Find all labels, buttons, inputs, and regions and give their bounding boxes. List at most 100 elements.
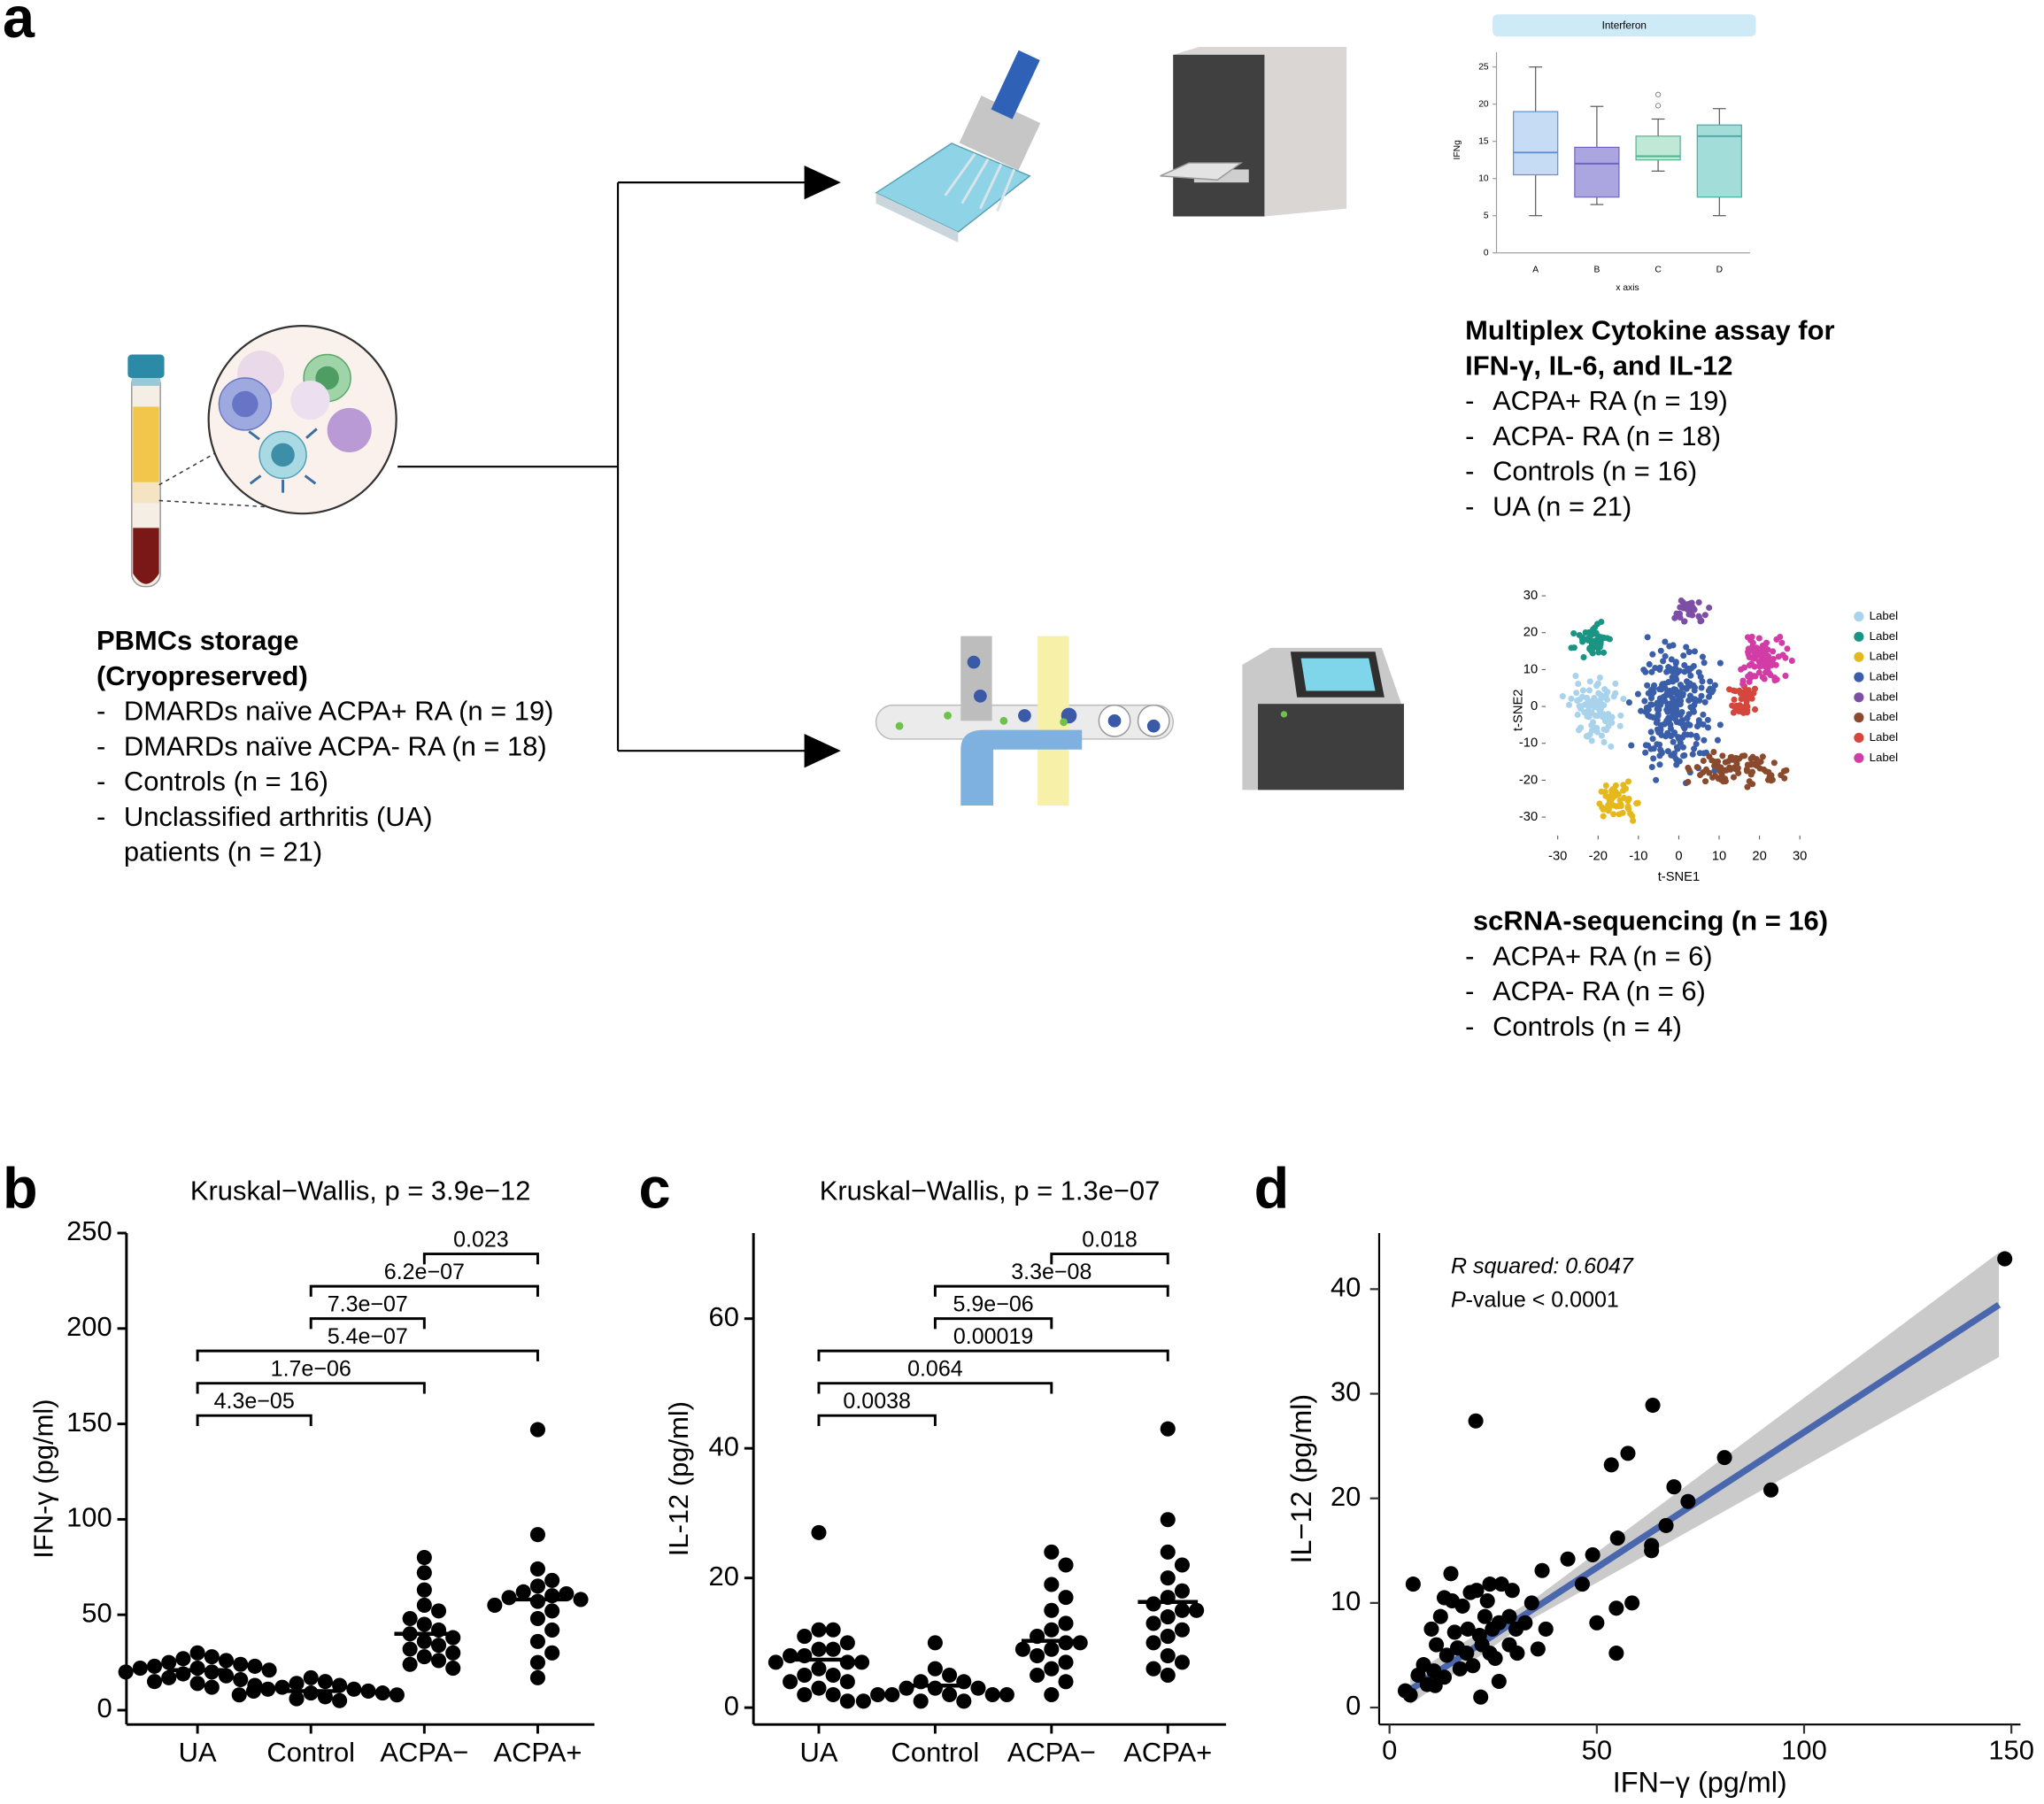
x-tick-label: UA: [799, 1737, 837, 1768]
tsne-dot: [1670, 729, 1678, 736]
p-value-label: 6.2e−07: [384, 1260, 465, 1284]
data-point: [1044, 1641, 1060, 1657]
data-point: [884, 1686, 900, 1703]
tsne-dot: [1684, 731, 1691, 738]
data-point: [233, 1656, 249, 1672]
data-point: [1058, 1557, 1074, 1573]
y-tick-label: 30: [1331, 1376, 1361, 1407]
p-value-label: 4.3e−05: [214, 1389, 295, 1414]
tsne-dot: [1759, 753, 1766, 760]
legend-swatch: [1854, 631, 1864, 642]
data-point: [118, 1664, 134, 1680]
data-point: [1508, 1621, 1524, 1637]
y-tick-label: 250: [66, 1215, 112, 1246]
data-point: [1997, 1251, 2013, 1267]
data-point: [231, 1687, 247, 1703]
x-tick-label: UA: [179, 1737, 217, 1768]
list-item: DMARDs naïve ACPA+ RA (n = 19): [124, 696, 554, 727]
chart-title: Interferon: [1602, 20, 1647, 32]
data-point: [1189, 1602, 1205, 1618]
tsne-dot: [1588, 737, 1595, 744]
data-point: [1174, 1602, 1190, 1618]
tsne-dot: [1691, 687, 1698, 694]
tsne-dot: [1705, 693, 1713, 700]
tsne-dot: [1662, 733, 1670, 740]
tsne-dot: [1677, 604, 1684, 611]
tsne-dot: [1751, 663, 1758, 670]
tsne-dot: [1687, 704, 1694, 711]
tsne-dot: [1619, 809, 1626, 816]
data-point: [430, 1603, 447, 1619]
comparison-bracket: [196, 1414, 312, 1426]
annotation-text: -value < 0.0001: [1466, 1287, 1619, 1312]
y-tick-label: 20: [1478, 99, 1489, 109]
data-point: [1436, 1590, 1453, 1606]
tsne-dot: [1743, 767, 1750, 775]
data-point: [783, 1674, 798, 1690]
tsne-dot: [1680, 652, 1687, 659]
data-point: [1044, 1661, 1060, 1677]
tsne-dot: [1685, 764, 1692, 771]
bullet: -: [96, 730, 105, 761]
tsne-dot: [1670, 705, 1677, 712]
tsne-dot: [1568, 644, 1575, 651]
data-point: [1620, 1446, 1636, 1461]
data-point: [389, 1687, 405, 1703]
header-bar: [1493, 14, 1756, 37]
box: [1696, 124, 1742, 198]
data-point: [261, 1662, 277, 1678]
data-point: [189, 1676, 205, 1692]
data-point: [1160, 1544, 1176, 1560]
tsne-dot: [1624, 798, 1631, 805]
comparison-bracket: [1050, 1253, 1169, 1265]
data-point: [416, 1565, 432, 1581]
annotation-text: R squared: 0.6047: [1451, 1253, 1634, 1278]
tsne-dot: [1650, 684, 1657, 691]
tsne-dot: [1711, 767, 1718, 775]
y-tick-label: 0: [1484, 248, 1489, 258]
tsne-dot: [1704, 716, 1711, 723]
tsne-dot: [1648, 763, 1655, 771]
bullet: -: [1465, 456, 1474, 487]
data-point: [1608, 1600, 1624, 1616]
tsne-dot: [1744, 783, 1751, 790]
list-item: Unclassified arthritis (UA): [124, 801, 433, 832]
tsne-dot: [1755, 760, 1762, 767]
tsne-dot: [1607, 802, 1614, 809]
tsne-dot: [1653, 776, 1660, 783]
tsne-dot: [1573, 690, 1580, 697]
data-point: [825, 1686, 841, 1703]
data-point: [529, 1669, 545, 1685]
tsne-dot: [1698, 692, 1705, 699]
data-point: [1762, 1482, 1779, 1498]
tsne-dot: [1778, 772, 1785, 779]
x-tick-label: D: [1716, 266, 1723, 275]
tsne-dot: [1668, 656, 1675, 663]
tsne-dot: [1578, 693, 1586, 700]
data-point: [839, 1635, 855, 1651]
y-tick-label: -30: [1519, 810, 1538, 824]
y-tick-label: 20: [1331, 1481, 1361, 1512]
data-point: [1501, 1637, 1517, 1653]
bullet: -: [96, 766, 105, 797]
tsne-dot: [1620, 787, 1627, 794]
tsne-dot: [1762, 650, 1769, 657]
data-point: [870, 1686, 886, 1703]
tsne-dot: [1699, 653, 1706, 660]
tsne-dot: [1594, 699, 1601, 707]
tsne-dot: [1603, 689, 1610, 696]
data-point: [161, 1654, 177, 1670]
y-tick-label: 0: [1346, 1690, 1361, 1721]
tsne-dot: [1656, 741, 1663, 748]
x-tick-label: ACPA+: [493, 1737, 582, 1768]
data-point: [1680, 1493, 1696, 1509]
data-point: [430, 1638, 447, 1654]
list-item: Controls (n = 16): [1493, 456, 1697, 487]
tsne-dot: [1684, 714, 1691, 721]
tsne-dot: [1655, 729, 1662, 736]
tsne-dot: [1740, 694, 1747, 701]
data-point: [1160, 1609, 1176, 1625]
y-tick-label: 40: [1331, 1272, 1361, 1303]
tsne-dot: [1695, 598, 1702, 606]
data-point: [811, 1524, 827, 1540]
